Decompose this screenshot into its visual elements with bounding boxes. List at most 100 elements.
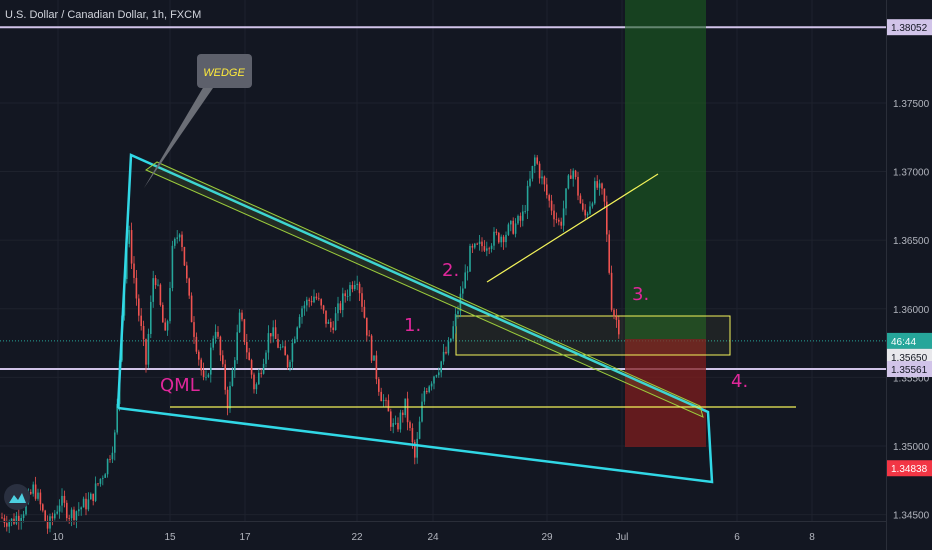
candle <box>3 514 6 528</box>
candle <box>219 335 222 362</box>
candle <box>375 350 378 385</box>
candle <box>234 357 236 378</box>
candle <box>236 324 238 364</box>
candle <box>445 346 447 355</box>
time-axis[interactable]: 10 15 17 22 24 29 Jul 6 8 <box>52 532 815 543</box>
candle <box>325 310 327 328</box>
candle <box>493 227 495 250</box>
candle <box>150 295 152 339</box>
candle <box>342 287 344 318</box>
candle <box>229 381 231 413</box>
candle <box>601 182 603 195</box>
candle <box>481 237 483 252</box>
candle <box>289 359 291 372</box>
candle <box>260 368 262 378</box>
candle <box>243 318 246 345</box>
candle <box>154 275 157 289</box>
candle <box>61 488 63 513</box>
wedge-channel[interactable] <box>145 161 704 418</box>
candle <box>286 354 289 370</box>
candle <box>303 301 306 316</box>
candle <box>603 188 606 209</box>
candle <box>241 309 243 322</box>
candle <box>102 475 104 486</box>
candle <box>224 359 226 395</box>
candle <box>512 217 514 235</box>
candle <box>277 333 279 349</box>
price-tag: 46:44 <box>887 332 932 349</box>
candle <box>183 246 186 266</box>
candle <box>339 300 342 314</box>
candle <box>78 502 80 517</box>
candle <box>157 279 159 287</box>
candle <box>500 234 502 248</box>
candle <box>10 518 13 527</box>
candle <box>567 173 570 190</box>
candle <box>454 308 457 334</box>
candle <box>315 293 318 301</box>
candle <box>426 387 428 395</box>
annotation-1: 1. <box>404 315 421 336</box>
price-tag: 1.35650 <box>887 348 932 365</box>
candle <box>327 319 330 325</box>
candle <box>106 458 109 478</box>
candle <box>250 358 253 379</box>
candle <box>435 374 438 378</box>
candle <box>495 228 498 236</box>
price-tag-label: 1.35561 <box>891 365 928 376</box>
candle <box>147 328 150 368</box>
candle <box>471 243 474 254</box>
x-tick-label: 6 <box>734 532 740 543</box>
candle <box>130 222 133 270</box>
candle <box>222 350 224 368</box>
candle <box>248 347 250 361</box>
candle <box>193 316 195 344</box>
candle <box>272 320 274 343</box>
candle <box>440 360 442 378</box>
candle <box>207 372 210 379</box>
candle <box>586 211 589 219</box>
trendline-yellow[interactable] <box>486 173 659 283</box>
candle <box>164 318 166 331</box>
candle <box>507 222 510 237</box>
candle <box>606 195 608 243</box>
candle <box>39 489 42 511</box>
wedge-outline[interactable] <box>116 153 714 484</box>
candle <box>58 499 61 519</box>
candle <box>200 357 202 376</box>
callout-box[interactable] <box>197 54 252 88</box>
price-axis[interactable]: 1.34500 1.35000 1.35500 1.36000 1.36500 1.370… <box>893 99 930 522</box>
tradingview-logo-icon[interactable] <box>4 484 30 510</box>
candle <box>618 316 620 339</box>
candle <box>598 179 601 196</box>
candle <box>111 446 114 464</box>
candle <box>32 481 34 497</box>
candle <box>476 242 478 245</box>
candle <box>22 510 25 523</box>
candle <box>30 489 32 495</box>
candle <box>452 320 454 341</box>
candle <box>92 493 94 506</box>
candle <box>166 319 169 336</box>
x-tick-label: 17 <box>239 532 251 543</box>
retest-zone-box[interactable] <box>455 315 731 356</box>
annotation-3: 3. <box>632 284 649 305</box>
candle <box>94 476 97 503</box>
candle <box>70 507 73 527</box>
y-tick-label: 1.37500 <box>893 99 930 110</box>
candle <box>392 418 394 434</box>
position-target-zone[interactable] <box>625 0 706 339</box>
candle <box>109 455 111 463</box>
candle <box>226 386 229 416</box>
candle <box>87 492 90 512</box>
candle <box>318 292 320 301</box>
candle <box>361 287 363 313</box>
candle <box>133 256 135 284</box>
candle <box>565 188 567 216</box>
candle <box>591 201 594 209</box>
candle <box>90 492 92 500</box>
candle <box>284 340 286 356</box>
candle <box>212 335 214 351</box>
